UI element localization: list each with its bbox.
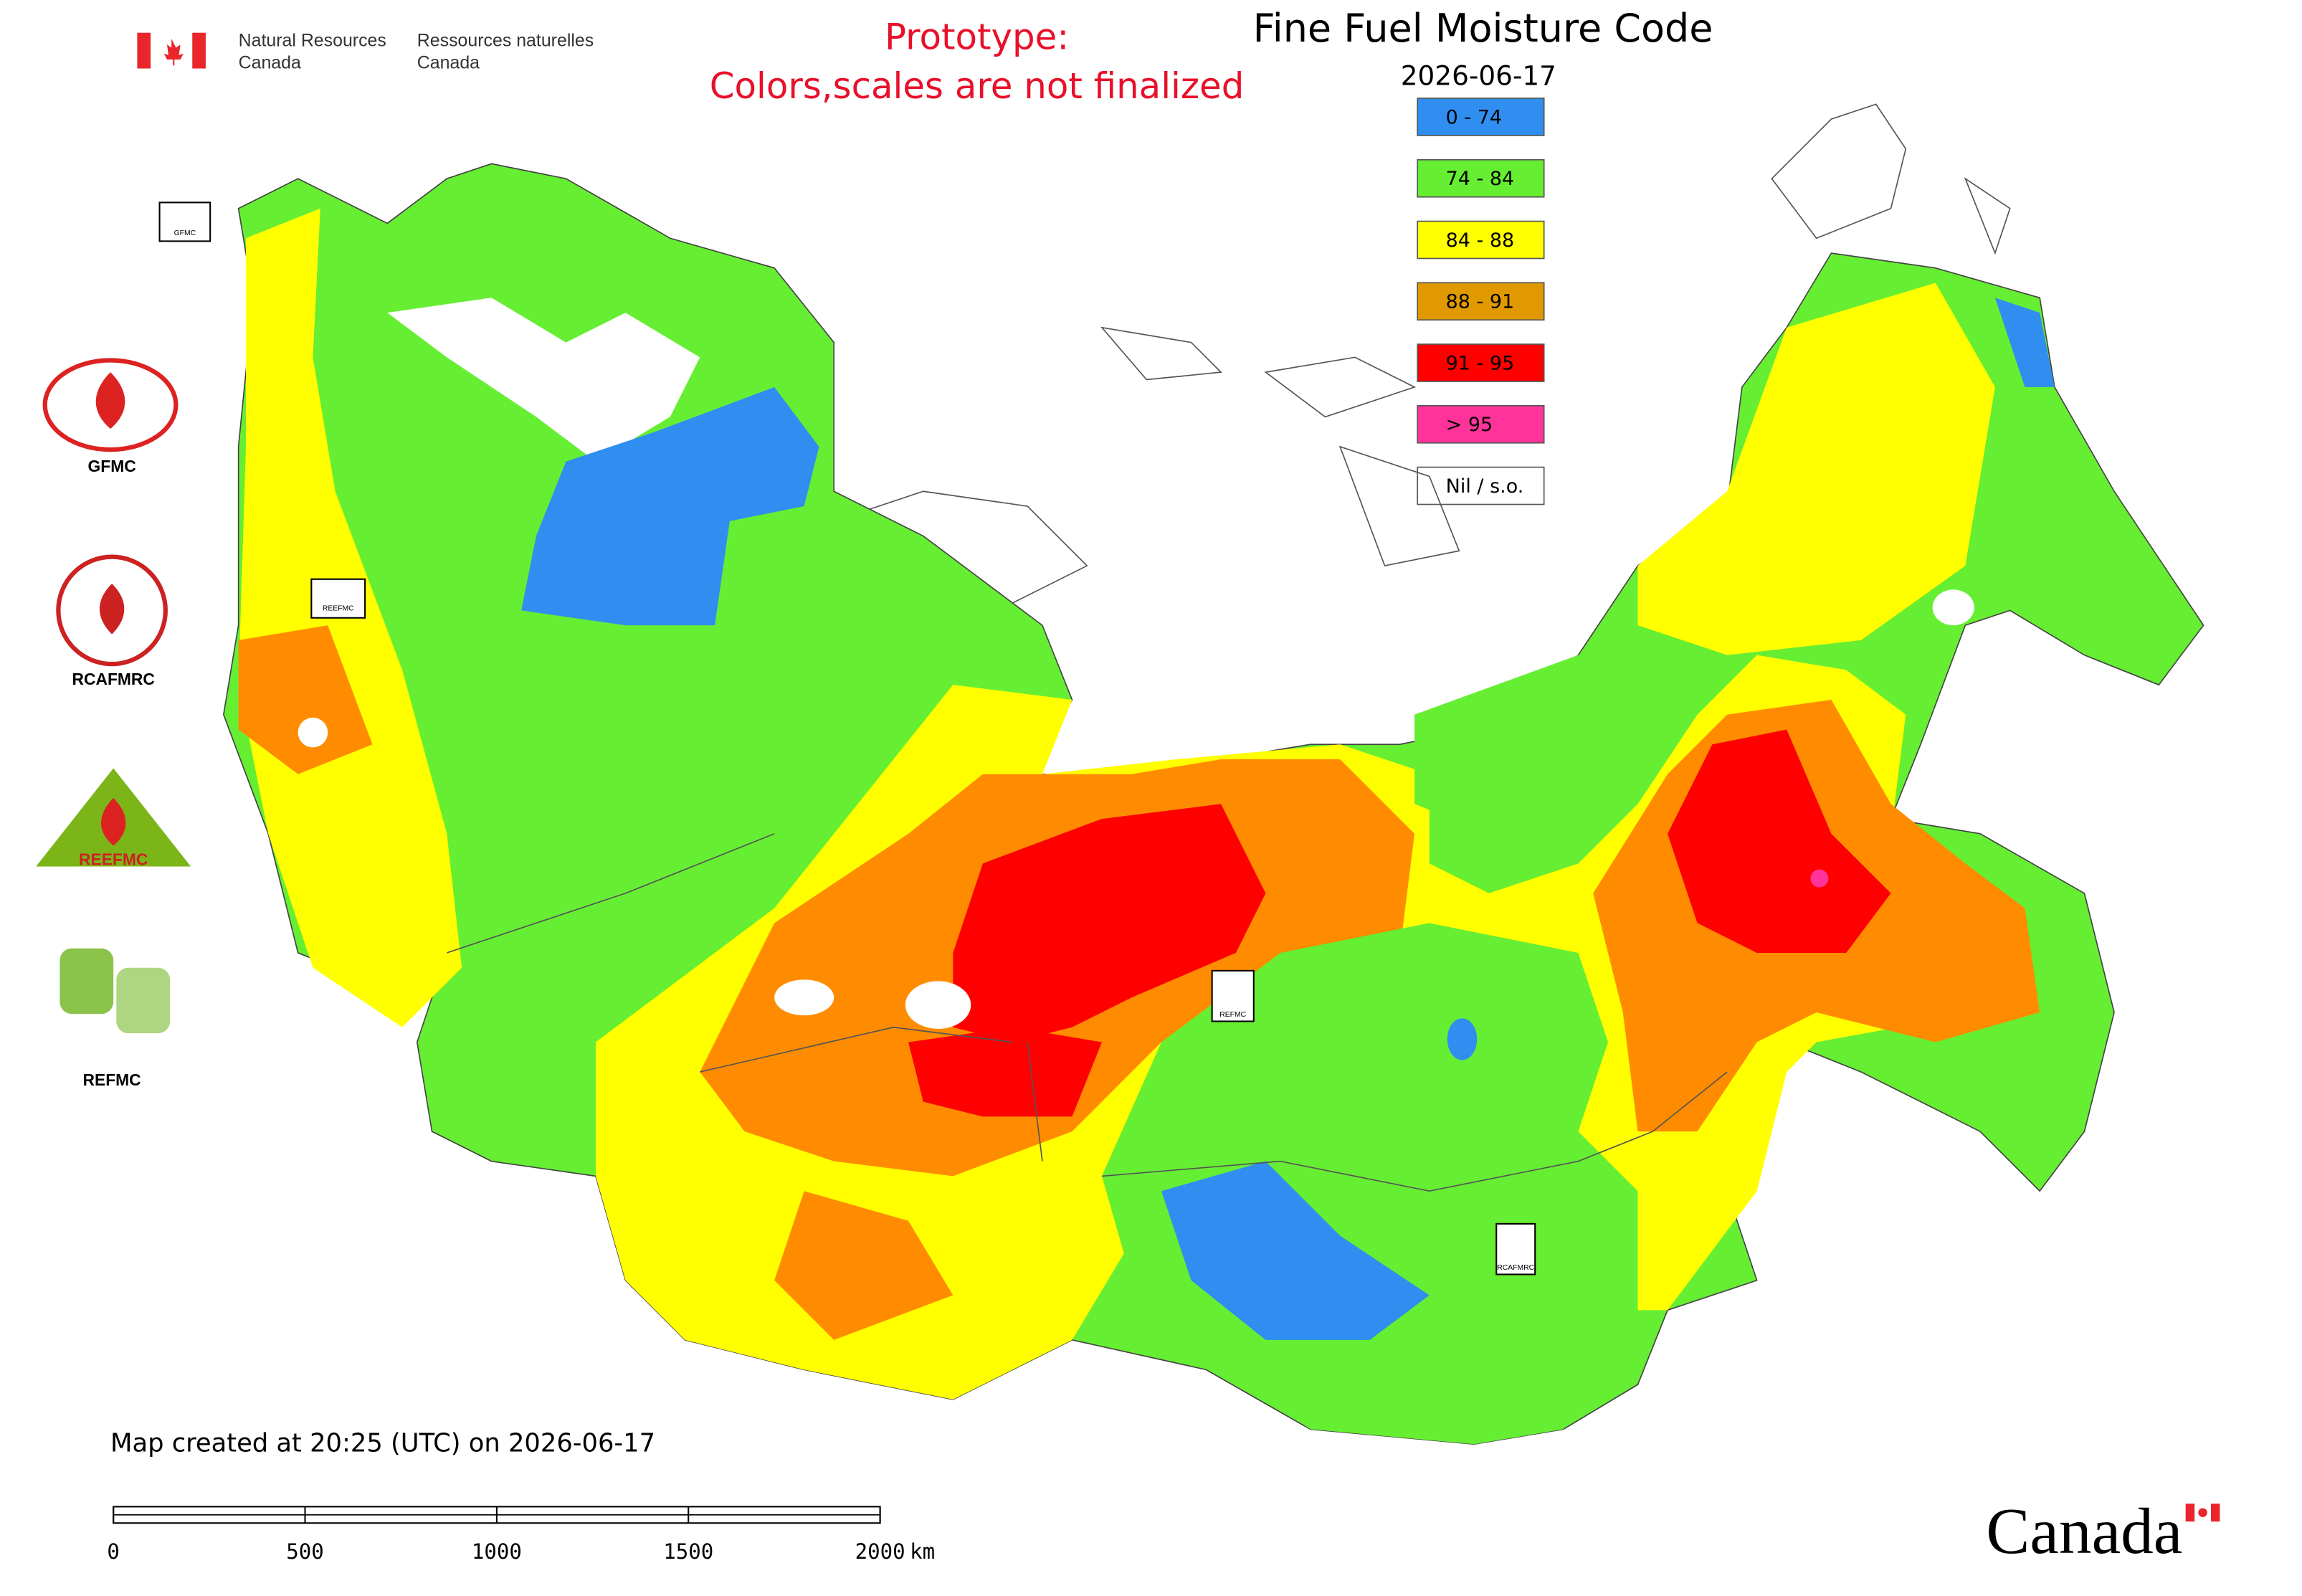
refmc-logo [116, 967, 171, 1034]
wordmark: Canada [1986, 1495, 2182, 1567]
fuel-zone [1414, 655, 1653, 834]
legend-swatch [1417, 158, 1545, 198]
wordmark-flag [2210, 1504, 2220, 1522]
map [222, 103, 2205, 1445]
nil-area [1932, 589, 1974, 626]
fuel-zone [238, 625, 373, 774]
rcafmrc-logo-flame [99, 583, 125, 635]
nil-area [774, 979, 834, 1016]
legend-swatch [1417, 405, 1545, 444]
island-outline [833, 103, 2011, 612]
logo-text: REEFMC [79, 850, 148, 868]
prototype-notice: Prototype: [885, 16, 1069, 58]
fuel-zone [1637, 282, 1995, 655]
scale-label: 1000 [472, 1539, 522, 1564]
fuel-zone [1994, 298, 2055, 387]
logo-caption: RCAFMRC [72, 670, 154, 688]
map-marker-label: REFMC [1219, 1011, 1246, 1019]
flag-bar [192, 32, 206, 69]
map-marker-label: REEFMC [323, 604, 354, 612]
fuel-zone [1161, 1161, 1430, 1340]
canada-wordmark: Canada [1986, 1495, 2220, 1567]
nil-area [298, 717, 328, 748]
maple-leaf [163, 38, 184, 66]
legend-label: > 95 [1446, 414, 1493, 436]
fuel-zone [953, 804, 1266, 1042]
fuel-zone [774, 1191, 953, 1340]
logo-caption: REFMC [83, 1070, 141, 1089]
legend-label: 88 - 91 [1446, 291, 1515, 313]
scale-label: 1500 [663, 1539, 713, 1564]
legend-label: 0 - 74 [1446, 106, 1502, 128]
reefmc-logo-flame [101, 798, 126, 846]
nil-area [905, 981, 971, 1029]
refmc-logo [60, 948, 114, 1015]
legend-swatch [1417, 98, 1545, 136]
prototype-notice: Colors,scales are not finalized [710, 65, 1245, 107]
legend-label: 84 - 88 [1446, 229, 1515, 252]
legend-swatch [1417, 220, 1545, 260]
partner-logos: GFMC RCAFMRC REEFMC REFMC [36, 358, 191, 1089]
legend-swatch [1417, 282, 1545, 321]
scale-label: 0 [107, 1539, 120, 1564]
scale-label: 500 [286, 1539, 324, 1564]
fuel-zone [1668, 729, 1891, 953]
country-border [447, 833, 1728, 1192]
legend-label: 74 - 84 [1446, 168, 1515, 190]
wordmark-flag [2198, 1508, 2207, 1517]
map-marker-label: RCAFMRC [1497, 1264, 1534, 1272]
map-marker-label: GFMC [174, 229, 196, 237]
gfmc-logo [42, 358, 179, 452]
department-signature: Natural Resources Canada Ressources natu… [137, 30, 594, 73]
scale-bar: 0 500 1000 1500 2000 km [107, 1506, 935, 1564]
map-markers: GFMC REEFMC REFMC RCAFMRC [158, 201, 1536, 1276]
legend-label: Nil / s.o. [1446, 475, 1524, 498]
map-date: 2026-06-17 [1401, 60, 1556, 91]
flag-bar [137, 32, 151, 69]
map-marker [1211, 969, 1255, 1022]
department-en: Canada [239, 53, 301, 73]
legend-label: 91 - 95 [1446, 352, 1515, 374]
map-marker [1495, 1222, 1536, 1276]
creation-note: Map created at 20:25 (UTC) on 2026-06-17 [110, 1429, 655, 1458]
department-fr: Canada [417, 53, 480, 73]
fuel-zone [908, 1027, 1102, 1117]
legend-swatch [1417, 343, 1545, 382]
map-marker [158, 201, 211, 242]
department-en: Natural Resources [239, 30, 386, 50]
scale-unit: km [910, 1539, 935, 1564]
wordmark-flag [2185, 1504, 2195, 1522]
logo-caption: GFMC [88, 457, 136, 475]
map-marker [310, 578, 366, 619]
scale-label: 2000 [855, 1539, 905, 1564]
fuel-zone [521, 386, 819, 626]
gfmc-logo-flame [95, 372, 125, 429]
sea [387, 298, 700, 462]
map-title: Fine Fuel Moisture Code [1253, 6, 1713, 51]
department-fr: Ressources naturelles [417, 30, 594, 50]
fuel-zone [1447, 1018, 1478, 1060]
legend: 0 - 74 74 - 84 84 - 88 88 - 91 91 - 95 > 95 Ni… [1417, 98, 1545, 505]
fuel-zone [1810, 869, 1829, 888]
